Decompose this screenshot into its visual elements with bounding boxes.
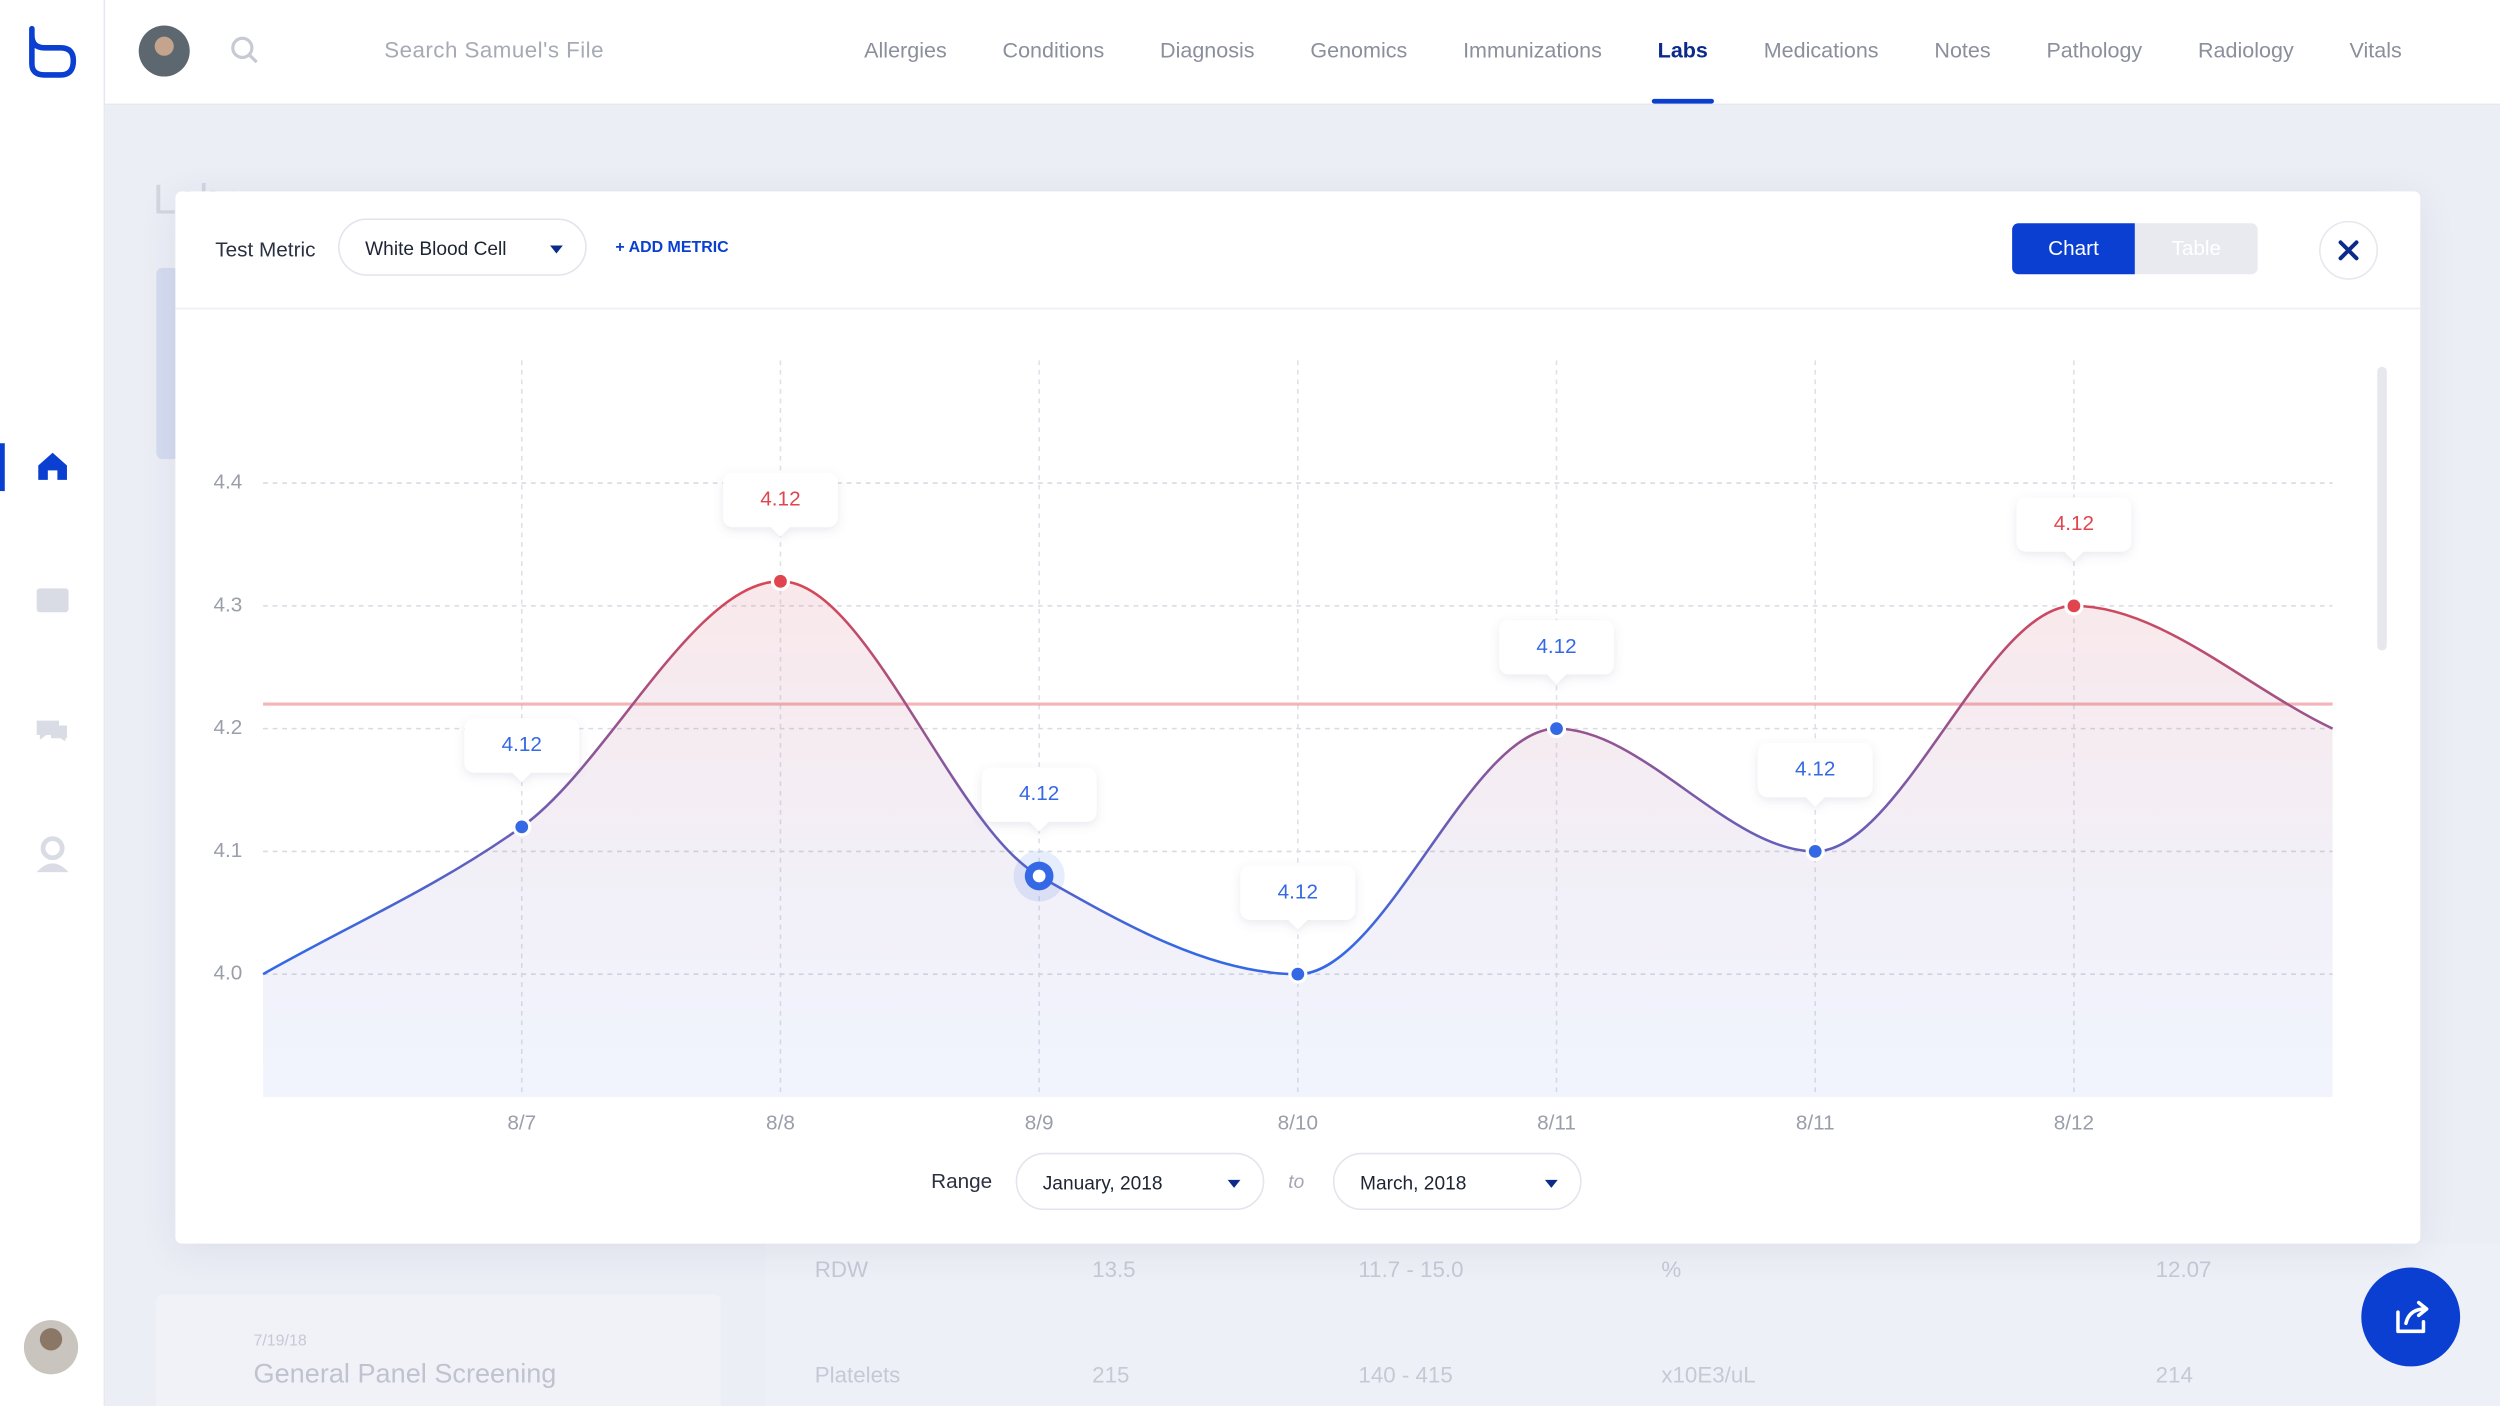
- bg-cell: 214: [2155, 1361, 2193, 1388]
- fab-circle: [2361, 1267, 2461, 1367]
- chart-modal: Test Metric White Blood Cell + ADD METRI…: [175, 191, 2421, 1244]
- close-button[interactable]: [2318, 220, 2382, 284]
- close-x: [2338, 240, 2359, 261]
- home-icon[interactable]: [38, 452, 67, 480]
- metric-select[interactable]: White Blood Cell: [338, 218, 587, 276]
- caret: [1544, 1179, 1558, 1188]
- nav-tab[interactable]: Conditions: [1002, 38, 1105, 63]
- metric-value: White Blood Cell: [365, 237, 507, 260]
- bg-cell: %: [1661, 1256, 1682, 1282]
- add-metric[interactable]: + ADD METRIC: [615, 239, 729, 257]
- nav-tab[interactable]: Vitals: [2349, 38, 2402, 63]
- caret: [550, 245, 563, 254]
- top-bar: Search Samuel's File Allergies Conditions…: [105, 0, 2500, 106]
- bg-cell: x10E3/uL: [1661, 1361, 1756, 1388]
- share-icon: [2396, 1300, 2429, 1334]
- nav-tab[interactable]: Genomics: [1310, 38, 1408, 63]
- search-icon-handle: [247, 53, 258, 64]
- doctor-icon-body: [36, 863, 69, 873]
- nav-tab[interactable]: Labs: [1651, 0, 1714, 104]
- calendar-icon[interactable]: [36, 588, 69, 613]
- bg-cell: Platelets: [814, 1361, 901, 1388]
- nav-tab[interactable]: Diagnosis: [1160, 38, 1255, 63]
- range-label: Range: [931, 1168, 993, 1193]
- nav-tab[interactable]: Immunizations: [1463, 38, 1602, 63]
- metric-label: Test Metric: [215, 237, 316, 262]
- range-to-value: March, 2018: [1360, 1171, 1467, 1195]
- card-date: 7/19/18: [253, 1332, 307, 1351]
- range-from-value: January, 2018: [1042, 1171, 1163, 1195]
- search-icon: [231, 36, 254, 59]
- doctor-icon[interactable]: [40, 836, 65, 861]
- chat-icon[interactable]: [36, 720, 67, 742]
- bg-cell: RDW: [814, 1256, 869, 1282]
- nav-tab[interactable]: Notes: [1934, 38, 1991, 63]
- bg-cell: 12.07: [2155, 1256, 2212, 1282]
- card-title: General Panel Screening: [253, 1358, 557, 1389]
- modal-header: Test Metric White Blood Cell + ADD METRI…: [175, 191, 2421, 310]
- nav-tab[interactable]: Radiology: [2197, 38, 2294, 63]
- bg-cell: 11.7 - 15.0: [1358, 1256, 1464, 1282]
- avatar-face: [154, 36, 174, 56]
- sidebar-icons: [0, 25, 79, 1375]
- range-to[interactable]: March, 2018: [1332, 1152, 1582, 1211]
- active-indicator: [0, 443, 5, 492]
- range-from[interactable]: January, 2018: [1015, 1152, 1265, 1211]
- range-separator: to: [1288, 1170, 1305, 1193]
- bg-card: [156, 1294, 721, 1406]
- caret: [1227, 1179, 1241, 1188]
- avatar-face: [39, 1328, 63, 1351]
- topbar-icons: [138, 25, 258, 77]
- bg-cell: 13.5: [1092, 1256, 1136, 1282]
- tab-list: Allergies Conditions Diagnosis Genomics Immu…: [864, 0, 2402, 104]
- scrollbar[interactable]: [2377, 366, 2387, 651]
- nav-tab[interactable]: Pathology: [2046, 38, 2143, 63]
- chart-toggle[interactable]: Chart: [2012, 223, 2135, 275]
- bg-cell: 140 - 415: [1358, 1361, 1453, 1388]
- sidebar: [0, 0, 106, 1406]
- bg-cell: 215: [1092, 1361, 1130, 1388]
- share-fab[interactable]: [2358, 1264, 2463, 1369]
- nav-tab[interactable]: Medications: [1763, 38, 1879, 63]
- nav-tab[interactable]: Allergies: [864, 38, 947, 63]
- search-input[interactable]: Search Samuel's File: [384, 36, 605, 63]
- card-accent: [156, 267, 179, 460]
- bg-table: [765, 1243, 2500, 1406]
- logo[interactable]: [29, 25, 77, 78]
- table-toggle[interactable]: Table: [2134, 223, 2258, 275]
